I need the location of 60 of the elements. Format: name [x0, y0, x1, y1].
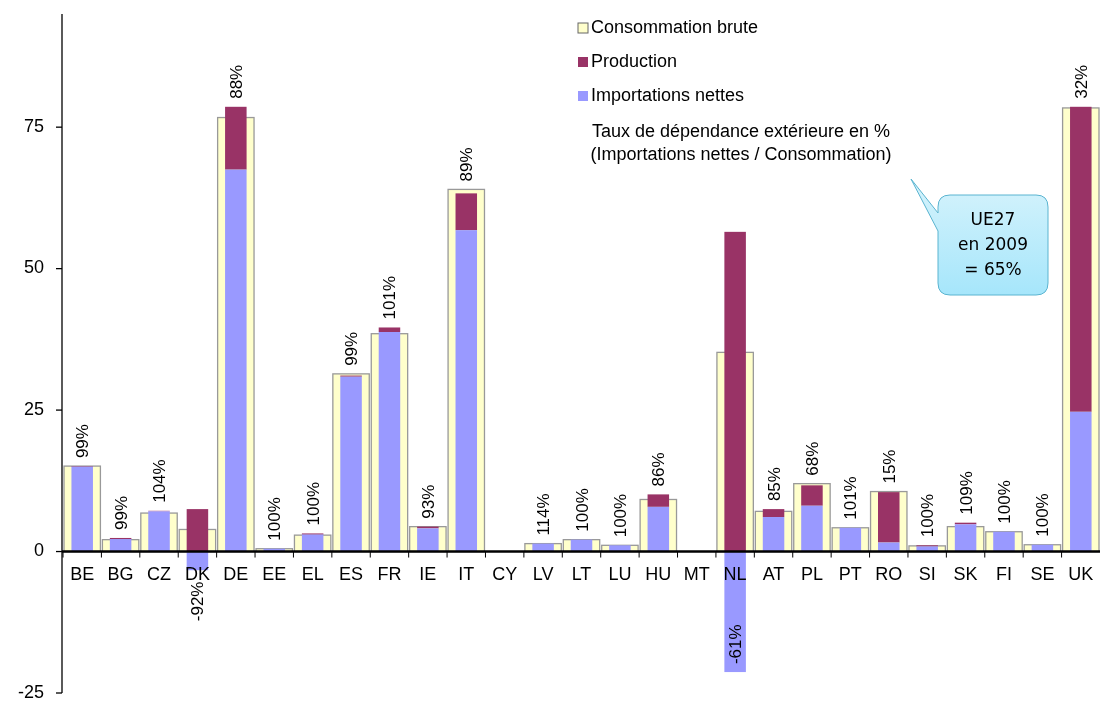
annotation: 100%: [610, 493, 630, 538]
x-tick-label: IT: [458, 564, 475, 585]
x-tick-label: IE: [419, 564, 437, 585]
x-tick-label: LT: [571, 564, 592, 585]
annotation: 109%: [956, 471, 976, 515]
x-tick-label: EL: [301, 564, 324, 585]
annotation: 100%: [1033, 493, 1053, 537]
x-tick-label: SK: [953, 564, 978, 585]
x-tick-label: MT: [683, 564, 710, 585]
x-tick-label: LU: [608, 564, 632, 585]
x-tick-label: RO: [875, 564, 903, 585]
x-tick-label: HU: [645, 564, 672, 585]
x-tick-label: NL: [723, 564, 747, 585]
y-tick-label: 0: [33, 540, 44, 561]
x-tick-label: SE: [1030, 564, 1055, 585]
annotation: 99%: [111, 495, 131, 530]
y-tick-label: 25: [23, 398, 44, 419]
annotation: 99%: [342, 331, 362, 366]
x-tick-label: FI: [995, 564, 1012, 585]
annotation: 101%: [380, 275, 400, 320]
x-tick-label: CZ: [147, 564, 172, 585]
y-tick-label: 50: [23, 257, 44, 278]
x-tick-label: UK: [1068, 564, 1094, 585]
x-tick-label: AT: [762, 564, 785, 585]
annotation: 104%: [150, 459, 170, 503]
annotation: 32%: [1071, 64, 1091, 99]
x-tick-label: BG: [107, 564, 134, 585]
x-tick-label: DE: [223, 564, 249, 585]
annotation: Taux de dépendance extérieure en % (Importations nettes / Consommation): [590, 121, 892, 164]
x-tick-label: BE: [70, 564, 95, 585]
x-tick-label: LV: [532, 564, 554, 585]
annotation: UE27 en 2009 = 65%: [958, 209, 1028, 279]
x-tick-label: FR: [377, 564, 402, 585]
annotation: 100%: [572, 488, 592, 532]
x-tick-label: SI: [918, 564, 936, 585]
annotation: 85%: [764, 467, 784, 502]
annotation: 99%: [73, 424, 93, 459]
legend-label: Production: [591, 50, 678, 71]
annotation: 89%: [457, 147, 477, 182]
x-tick-label: ES: [339, 564, 364, 585]
x-tick-label: EE: [262, 564, 287, 585]
x-tick-label: PL: [800, 564, 823, 585]
annotation: 100%: [303, 481, 323, 526]
annotation: 101%: [841, 476, 861, 520]
y-tick-label: 75: [23, 115, 44, 136]
annotation: 100%: [265, 497, 285, 541]
x-tick-label: CY: [492, 564, 518, 585]
annotation: 86%: [649, 452, 669, 487]
annotation: 88%: [226, 64, 246, 99]
annotation: 68%: [802, 441, 822, 476]
annotation: 93%: [418, 484, 438, 519]
annotation: 100%: [918, 493, 938, 538]
annotation: 100%: [994, 480, 1014, 524]
annotation: -61%: [726, 624, 746, 665]
annotation: 114%: [534, 493, 554, 536]
x-tick-label: PT: [838, 564, 862, 585]
legend-label: Importations nettes: [591, 84, 745, 105]
legend-label: Consommation brute: [591, 16, 759, 37]
y-tick-label: -25: [17, 681, 44, 702]
annotation: 15%: [879, 449, 899, 484]
